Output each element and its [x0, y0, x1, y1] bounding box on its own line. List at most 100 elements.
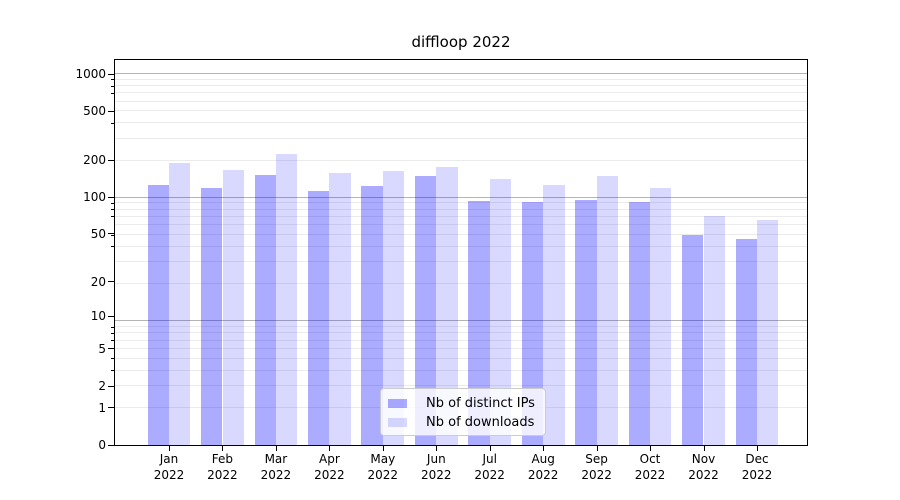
y-minor-tick-mark — [111, 79, 114, 81]
gridline-minor — [115, 326, 807, 327]
y-tick-mark — [108, 407, 114, 409]
y-minor-tick-mark — [111, 202, 114, 204]
bar-ips-jul — [468, 200, 490, 445]
y-tick-mark — [108, 233, 114, 235]
bar-downloads-jan — [169, 163, 191, 445]
y-minor-tick-mark — [111, 216, 114, 218]
bar-downloads-jul — [489, 178, 512, 445]
y-tick-mark — [108, 159, 114, 161]
y-tick-mark — [108, 444, 114, 446]
x-tick-mark — [169, 446, 170, 451]
x-tick-mark — [757, 446, 758, 451]
bar-downloads-mar — [275, 154, 298, 445]
x-tick-mark — [650, 446, 651, 451]
y-minor-tick-mark — [111, 92, 114, 94]
gridline-minor — [115, 78, 807, 80]
x-tick-mark — [489, 446, 491, 451]
y-tick-mark — [108, 385, 114, 387]
bar-downloads-aug — [543, 184, 565, 445]
legend-entry-downloads: Nb of downloads — [388, 413, 545, 432]
gridline-major — [115, 196, 807, 198]
x-tick-label-mar: Mar 2022 — [260, 452, 292, 482]
bar-ips-nov — [682, 235, 704, 445]
y-tick-label-2: 2 — [98, 379, 106, 393]
bar-downloads-may — [382, 170, 405, 445]
gridline-minor — [115, 208, 807, 210]
gridline-minor — [115, 347, 807, 349]
gridline-minor — [115, 234, 807, 235]
bar-ips-mar — [254, 174, 276, 445]
bar-ips-apr — [308, 190, 330, 445]
bar-ips-jun — [414, 175, 437, 445]
gridline-minor — [115, 137, 807, 139]
y-tick-mark — [108, 73, 114, 75]
gridline-minor — [115, 261, 807, 263]
bar-ips-may — [361, 185, 383, 445]
x-tick-label-apr: Apr 2022 — [314, 452, 345, 482]
bar-ips-feb — [201, 188, 223, 445]
y-tick-label-1000: 1000 — [75, 67, 106, 82]
gridline-minor — [115, 339, 807, 341]
legend: Nb of distinct IPs Nb of downloads — [380, 388, 546, 436]
x-tick-label-jan: Jan 2022 — [153, 452, 185, 482]
bar-ips-aug — [521, 202, 544, 445]
y-tick-label-200: 200 — [83, 153, 106, 168]
legend-entry-distinct-ips: Nb of distinct IPs — [388, 394, 545, 413]
y-minor-tick-mark — [111, 370, 114, 372]
y-minor-tick-mark — [111, 85, 114, 87]
y-tick-label-100: 100 — [83, 190, 106, 205]
y-tick-mark — [108, 348, 114, 350]
bar-downloads-jun — [436, 166, 458, 445]
chart-title: diffloop 2022 — [411, 33, 511, 51]
bar-ips-oct — [628, 201, 650, 445]
gridline-minor — [115, 202, 807, 204]
gridline-minor — [115, 224, 807, 226]
gridline-minor — [115, 369, 807, 371]
gridline-minor — [115, 85, 807, 87]
bar-ips-sep — [575, 199, 597, 445]
x-tick-label-jul: Jul 2022 — [474, 452, 505, 482]
x-tick-mark — [436, 446, 438, 451]
y-tick-label-50: 50 — [90, 226, 106, 241]
gridline-minor — [115, 385, 807, 386]
y-minor-tick-mark — [111, 209, 114, 211]
gridline-major — [115, 73, 807, 75]
legend-swatch-distinct-ips-icon — [388, 399, 407, 408]
bar-downloads-dec — [757, 220, 779, 445]
x-tick-label-nov: Nov 2022 — [688, 452, 719, 482]
bar-downloads-sep — [596, 176, 618, 445]
bar-downloads-nov — [703, 216, 725, 445]
gridline-minor — [115, 159, 807, 161]
legend-label-downloads: Nb of downloads — [426, 415, 535, 430]
legend-swatch-downloads-icon — [388, 418, 407, 427]
gridline-minor — [115, 245, 807, 247]
x-tick-mark — [703, 446, 705, 451]
gridline-minor — [115, 92, 807, 94]
y-tick-label-0: 0 — [98, 438, 106, 452]
y-minor-tick-mark — [111, 246, 114, 248]
x-tick-label-may: May 2022 — [367, 452, 399, 482]
gridline-minor — [115, 357, 807, 359]
x-tick-mark — [382, 446, 384, 451]
y-minor-tick-mark — [111, 358, 114, 360]
x-tick-label-jun: Jun 2022 — [421, 452, 452, 482]
x-tick-mark — [275, 446, 277, 451]
y-tick-label-1: 1 — [98, 400, 106, 415]
y-minor-tick-mark — [111, 122, 114, 124]
gridline-minor — [115, 110, 807, 112]
y-minor-tick-mark — [111, 340, 114, 341]
bar-ips-jan — [147, 184, 169, 445]
gridline-minor — [115, 332, 807, 334]
x-tick-mark — [329, 446, 331, 451]
bar-downloads-apr — [329, 172, 351, 445]
y-tick-mark — [108, 281, 114, 282]
y-minor-tick-mark — [111, 234, 114, 236]
x-tick-mark — [222, 446, 224, 451]
bar-ips-dec — [735, 239, 757, 445]
plot-area: Nb of distinct IPs Nb of downloads — [114, 59, 808, 446]
y-tick-label-500: 500 — [83, 104, 106, 119]
gridline-minor — [115, 122, 807, 124]
x-tick-label-dec: Dec 2022 — [741, 452, 773, 482]
legend-label-distinct-ips: Nb of distinct IPs — [426, 396, 535, 411]
